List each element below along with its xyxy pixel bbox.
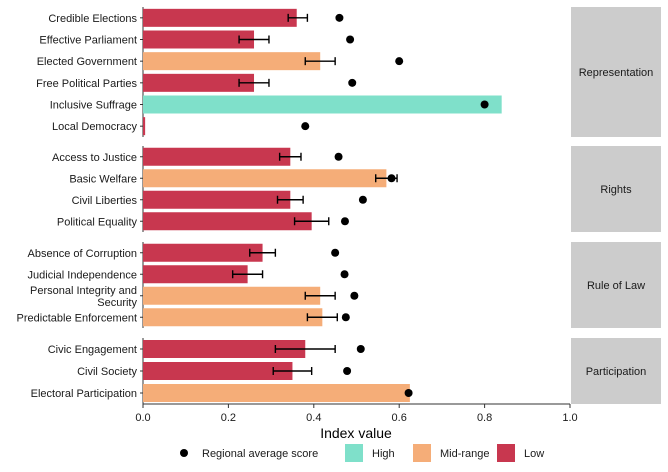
bar xyxy=(143,8,297,27)
bar xyxy=(143,73,255,92)
y-tick-label: Personal Integrity and Security xyxy=(30,285,138,309)
bar xyxy=(143,95,502,114)
bar xyxy=(143,147,291,166)
error-bar xyxy=(238,35,270,44)
facet-strip-label: Representation xyxy=(579,67,654,79)
regional-average-point xyxy=(387,174,396,183)
regional-average-point xyxy=(480,100,489,109)
bar xyxy=(143,243,263,262)
error-bar xyxy=(238,78,270,87)
bar xyxy=(143,340,306,358)
chart-panels: Representation Credible Elections Effectiv… xyxy=(17,7,661,404)
y-tick-label: Access to Justice xyxy=(52,152,137,164)
y-tick-label: Civil Society xyxy=(77,366,137,378)
bar xyxy=(143,265,248,284)
regional-average-point xyxy=(395,57,404,66)
regional-average-point xyxy=(348,78,357,87)
regional-average-point xyxy=(343,367,352,375)
regional-average-point xyxy=(340,270,349,279)
error-bar xyxy=(306,313,338,322)
facet-strip xyxy=(571,7,661,137)
regional-average-point xyxy=(346,35,355,44)
legend: Regional average score High Mid-range Low xyxy=(180,444,544,462)
y-tick-label: Civil Liberties xyxy=(72,195,138,207)
y-tick-label: Judicial Independence xyxy=(28,269,137,281)
facet-strip-label: Rule of Law xyxy=(587,280,645,292)
bar xyxy=(143,117,146,136)
error-bar xyxy=(278,152,302,161)
legend-swatch-low xyxy=(497,444,515,462)
bar xyxy=(143,190,291,209)
bar xyxy=(143,286,321,305)
regional-average-point xyxy=(334,152,343,161)
y-tick-label: Local Democracy xyxy=(52,121,137,133)
legend-label: High xyxy=(372,448,395,460)
panel-representation: Representation Credible Elections Effectiv… xyxy=(36,7,661,137)
error-bar xyxy=(304,291,336,300)
error-bar xyxy=(272,367,313,375)
facet-strip-label: Participation xyxy=(586,366,647,378)
y-tick-label: Predictable Enforcement xyxy=(17,312,137,324)
bar xyxy=(143,384,410,402)
regional-average-point xyxy=(356,345,365,353)
y-tick-label: Political Equality xyxy=(57,216,138,228)
bar xyxy=(143,308,323,327)
regional-average-point xyxy=(358,195,367,204)
legend-label: Low xyxy=(524,448,544,460)
legend-marker-regional-average xyxy=(180,449,188,457)
y-tick-label: Free Political Parties xyxy=(36,78,137,90)
x-tick-label: 1.0 xyxy=(562,412,577,424)
panel-participation: Participation Civic Engagement Civil Socie… xyxy=(31,338,661,404)
error-bar xyxy=(274,345,336,353)
x-axis: 0.0 0.2 0.4 0.6 0.8 1.0 xyxy=(135,403,578,424)
bar xyxy=(143,52,321,71)
error-bar xyxy=(249,248,277,257)
x-tick-label: 0.8 xyxy=(477,412,492,424)
facet-strip-label: Rights xyxy=(600,184,632,196)
regional-average-point xyxy=(350,291,359,300)
error-bar xyxy=(287,13,309,22)
x-tick-label: 0.4 xyxy=(306,412,321,424)
bar xyxy=(143,169,387,188)
y-tick-label: Effective Parliament xyxy=(39,35,137,47)
y-tick-label: Absence of Corruption xyxy=(28,248,137,260)
panel-rights: Rights Access to Justice Basic Welfare Civi… xyxy=(52,146,661,232)
panel-rule-of-law: Rule of Law Absence of Corruption Judicial… xyxy=(17,242,661,328)
facet-strip xyxy=(571,338,661,404)
regional-average-point xyxy=(335,13,344,22)
y-tick-label: Elected Government xyxy=(37,56,137,68)
error-bar xyxy=(293,217,330,226)
error-bar xyxy=(304,57,336,66)
y-tick-label: Inclusive Suffrage xyxy=(50,100,137,112)
y-tick-label: Electoral Participation xyxy=(31,388,137,400)
legend-swatch-mid-range xyxy=(413,444,431,462)
x-tick-label: 0.2 xyxy=(221,412,236,424)
facet-strip xyxy=(571,146,661,232)
regional-average-point xyxy=(340,217,349,226)
x-tick-label: 0.0 xyxy=(135,412,150,424)
error-bar xyxy=(231,270,264,279)
bar xyxy=(143,30,255,49)
regional-average-point xyxy=(301,122,310,131)
y-tick-label: Credible Elections xyxy=(48,13,137,25)
legend-label: Regional average score xyxy=(202,448,318,460)
legend-label: Mid-range xyxy=(440,448,490,460)
regional-average-point xyxy=(404,389,413,397)
y-tick-label: Basic Welfare xyxy=(69,173,137,185)
facet-strip xyxy=(571,242,661,328)
y-tick-label: Civic Engagement xyxy=(48,344,137,356)
bar xyxy=(143,212,312,231)
x-tick-label: 0.6 xyxy=(392,412,407,424)
bar xyxy=(143,362,293,380)
error-bar xyxy=(276,195,304,204)
regional-average-point xyxy=(331,248,340,257)
x-axis-title: Index value xyxy=(320,425,392,441)
legend-swatch-high xyxy=(345,444,363,462)
regional-average-point xyxy=(341,313,350,322)
